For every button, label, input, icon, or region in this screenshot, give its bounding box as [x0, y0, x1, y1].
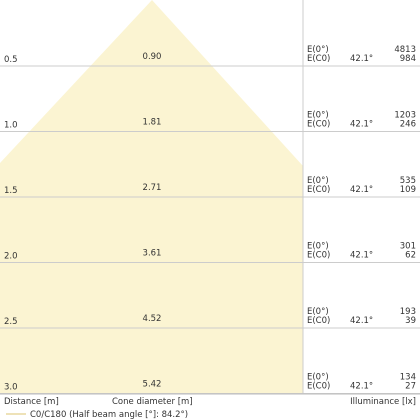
ec0-label: E(C0) — [307, 185, 330, 195]
ec0-label: E(C0) — [307, 54, 330, 64]
angle: 42.1° — [350, 382, 373, 392]
ec0-label: E(C0) — [307, 316, 330, 326]
e0-value: 193 — [400, 307, 416, 317]
e0-label: E(0°) — [307, 307, 329, 317]
cone-diameter: 1.81 — [143, 118, 162, 128]
distance: 3.0 — [4, 383, 18, 393]
e0-value: 4813 — [394, 45, 416, 55]
ec0-value: 62 — [405, 251, 416, 261]
ec0-value: 109 — [400, 185, 416, 195]
footer-distance: Distance [m] — [4, 397, 59, 407]
cone-diameter: 0.90 — [143, 52, 162, 62]
ec0-label: E(C0) — [307, 382, 330, 392]
angle: 42.1° — [350, 251, 373, 261]
footer-diameter: Cone diameter [m] — [112, 397, 193, 407]
ec0-value: 39 — [405, 316, 416, 326]
footer-illuminance: Illuminance [lx] — [350, 397, 416, 407]
distance: 1.0 — [4, 121, 18, 131]
ec0-value: 984 — [400, 54, 416, 64]
e0-label: E(0°) — [307, 242, 329, 252]
angle: 42.1° — [350, 185, 373, 195]
cone-diameter: 5.42 — [143, 380, 162, 390]
distance: 2.5 — [4, 317, 18, 327]
ec0-label: E(C0) — [307, 251, 330, 261]
e0-label: E(0°) — [307, 373, 329, 383]
distance: 1.5 — [4, 186, 18, 196]
distance: 2.0 — [4, 252, 18, 262]
cone-diameter: 4.52 — [143, 314, 162, 324]
cone-diameter: 2.71 — [143, 183, 162, 193]
angle: 42.1° — [350, 120, 373, 130]
e0-value: 301 — [400, 242, 416, 252]
e0-value: 535 — [400, 176, 416, 186]
ec0-value: 27 — [405, 382, 416, 392]
distance: 0.5 — [4, 55, 18, 65]
e0-label: E(0°) — [307, 176, 329, 186]
e0-value: 134 — [400, 373, 416, 383]
angle: 42.1° — [350, 316, 373, 326]
ec0-value: 246 — [400, 120, 416, 130]
e0-value: 1203 — [394, 111, 416, 121]
legend-label: C0/C180 (Half beam angle [°]: 84.2°) — [30, 410, 188, 420]
e0-label: E(0°) — [307, 45, 329, 55]
ec0-label: E(C0) — [307, 120, 330, 130]
e0-label: E(0°) — [307, 111, 329, 121]
angle: 42.1° — [350, 54, 373, 64]
cone-diameter: 3.61 — [143, 249, 162, 259]
